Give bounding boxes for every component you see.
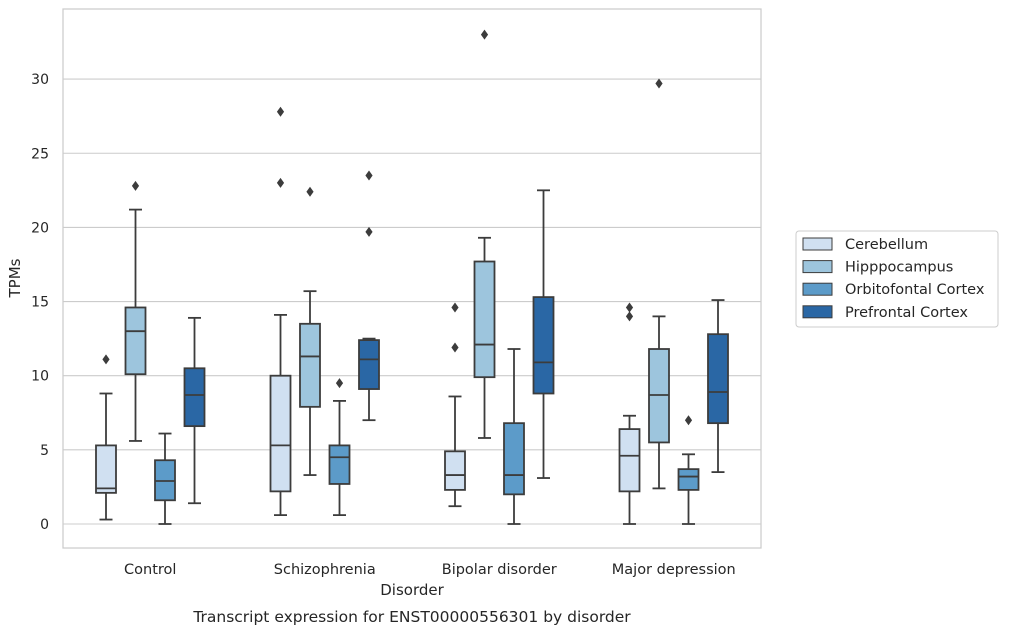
y-tick-label: 5 xyxy=(40,443,49,459)
outlier-point xyxy=(335,378,344,389)
box-plot xyxy=(95,354,117,521)
box-plot xyxy=(473,29,496,439)
outlier-point xyxy=(131,180,140,191)
box-plot xyxy=(154,432,176,525)
box-plot xyxy=(707,299,729,473)
box-iqr xyxy=(677,468,700,491)
plot-frame xyxy=(62,8,762,549)
box-iqr xyxy=(473,260,496,379)
box-iqr xyxy=(124,306,147,376)
box-plot xyxy=(532,189,555,479)
box-iqr xyxy=(618,428,641,493)
outlier-point xyxy=(276,177,285,188)
box-iqr xyxy=(269,374,292,493)
x-tick-label: Schizophrenia xyxy=(274,562,376,578)
box-iqr xyxy=(532,296,555,395)
x-tick-label: Control xyxy=(124,562,176,578)
plot-area xyxy=(95,29,729,525)
y-tick-label: 10 xyxy=(31,369,49,385)
y-tick-label: 30 xyxy=(31,72,49,88)
box-iqr xyxy=(95,444,117,494)
outlier-point xyxy=(451,302,459,313)
outlier-point xyxy=(365,170,373,181)
legend-swatch xyxy=(802,260,833,274)
box-iqr xyxy=(358,339,380,390)
x-axis: Control Schizophrenia Bipolar disorder Majo… xyxy=(124,562,736,578)
outlier-point xyxy=(625,311,634,322)
box-plot xyxy=(328,378,351,517)
legend-label: Prefrontal Cortex xyxy=(845,305,968,321)
box-iqr xyxy=(444,450,466,491)
outlier-point xyxy=(306,186,314,197)
box-plot xyxy=(503,348,525,525)
box-iqr xyxy=(183,367,206,428)
legend-label: Orbitofontal Cortex xyxy=(845,282,985,298)
box-plot xyxy=(444,302,466,508)
y-tick-label: 15 xyxy=(31,295,49,311)
box-plot xyxy=(618,302,641,525)
x-axis-label: Disorder xyxy=(380,581,444,599)
box-iqr xyxy=(707,333,729,425)
x-tick-label: Bipolar disorder xyxy=(442,562,557,578)
outlier-point xyxy=(480,29,489,40)
chart-title: Transcript expression for ENST0000055630… xyxy=(192,608,631,626)
box-plot xyxy=(299,186,321,476)
box-plot xyxy=(677,415,700,525)
legend-swatch xyxy=(802,237,833,251)
legend-swatch xyxy=(802,282,833,296)
y-axis-label: TPMs xyxy=(6,258,24,298)
box-plot xyxy=(648,78,670,490)
outlier-point xyxy=(365,226,373,237)
x-tick-label: Major depression xyxy=(612,562,736,578)
outlier-point xyxy=(102,354,110,365)
box-iqr xyxy=(328,444,351,485)
legend-swatch xyxy=(802,305,833,319)
legend: Cerebellum Hipppocampus Orbitofontal Corte… xyxy=(795,230,999,328)
y-tick-label: 25 xyxy=(31,146,49,162)
gridlines xyxy=(63,78,761,525)
outlier-point xyxy=(655,78,663,89)
legend-label: Hipppocampus xyxy=(845,260,953,276)
outlier-point xyxy=(684,415,693,426)
legend-label: Cerebellum xyxy=(845,237,928,253)
box-plot xyxy=(358,170,380,422)
outlier-point xyxy=(625,302,634,313)
outlier-point xyxy=(451,342,459,353)
y-tick-label: 20 xyxy=(31,220,49,236)
box-iqr xyxy=(503,422,525,496)
box-plot xyxy=(124,180,147,442)
outlier-point xyxy=(276,106,285,117)
box-plot xyxy=(183,316,206,505)
legend-frame xyxy=(795,230,999,328)
y-axis: 0 5 10 15 20 25 30 xyxy=(31,72,49,533)
box-iqr xyxy=(299,322,321,408)
y-tick-label: 0 xyxy=(40,517,49,533)
box-plot xyxy=(269,106,292,517)
